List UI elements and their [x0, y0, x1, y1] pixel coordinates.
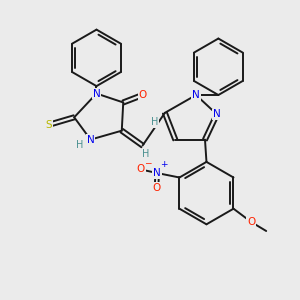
Text: H: H [151, 117, 158, 127]
Text: +: + [160, 160, 167, 169]
Text: N: N [87, 135, 94, 145]
Text: O: O [138, 90, 147, 100]
Text: N: N [153, 168, 161, 178]
Text: N: N [93, 88, 101, 98]
Text: −: − [144, 158, 151, 167]
Text: H: H [76, 140, 83, 150]
Text: N: N [192, 90, 200, 100]
Text: O: O [137, 164, 145, 175]
Text: N: N [213, 109, 221, 119]
Text: O: O [247, 217, 256, 227]
Text: O: O [152, 183, 161, 193]
Text: S: S [46, 120, 52, 130]
Text: H: H [142, 149, 150, 160]
